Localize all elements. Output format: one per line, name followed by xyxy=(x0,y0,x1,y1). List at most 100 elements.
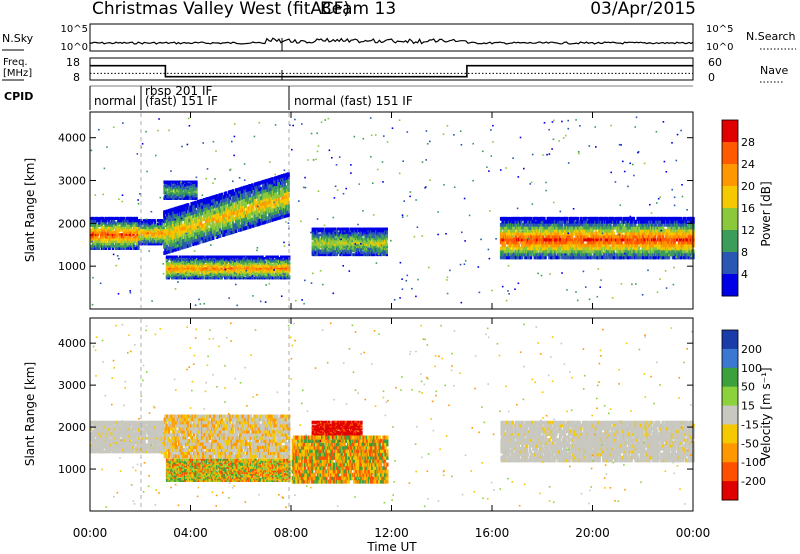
heatmap-cell xyxy=(197,203,200,207)
heatmap-cell xyxy=(238,196,241,201)
heatmap-cell xyxy=(117,226,120,230)
heatmap-cell xyxy=(166,215,169,220)
heatmap-cell xyxy=(158,226,161,229)
heatmap-cell xyxy=(263,260,266,263)
heatmap-cell xyxy=(230,205,233,210)
heatmap-cell xyxy=(266,206,269,211)
heatmap-cell xyxy=(206,228,209,233)
heatmap-cell xyxy=(283,185,286,190)
heatmap-cell xyxy=(249,190,252,195)
heatmap-cell xyxy=(270,202,273,207)
heatmap-cell xyxy=(139,239,142,242)
heatmap-cell xyxy=(98,216,101,220)
heatmap-cell xyxy=(116,235,119,239)
heatmap-cell xyxy=(200,199,203,203)
heatmap-cell xyxy=(92,228,95,232)
heatmap-cell xyxy=(167,224,170,229)
heatmap-cell xyxy=(244,216,247,221)
heatmap-cell xyxy=(243,201,246,206)
heatmap-cell xyxy=(126,223,129,227)
heatmap-cell xyxy=(287,191,290,195)
heatmap-cell xyxy=(258,184,261,189)
heatmap-cell xyxy=(152,228,155,231)
heatmap-cell xyxy=(177,212,180,217)
heatmap-cell xyxy=(159,235,162,239)
heatmap-cell xyxy=(249,193,252,198)
heatmap-cell xyxy=(201,217,204,222)
heatmap-cell xyxy=(195,228,198,233)
heatmap-cell xyxy=(235,229,238,233)
heatmap-cell xyxy=(188,224,191,229)
heatmap-cell xyxy=(137,226,140,230)
heatmap-cell xyxy=(106,223,110,227)
heatmap-cell xyxy=(278,200,281,204)
heatmap-cell xyxy=(275,194,278,199)
heatmap-cell xyxy=(203,223,206,227)
heatmap-cell xyxy=(208,205,211,210)
heatmap-cell xyxy=(236,191,239,195)
heatmap-cell xyxy=(213,226,216,231)
heatmap-cell xyxy=(203,201,206,206)
heatmap-cell xyxy=(113,233,116,237)
heatmap-cell xyxy=(161,231,164,235)
heatmap-cell xyxy=(169,258,172,262)
cpid-label: CPID xyxy=(4,90,33,103)
nave-label: Nave xyxy=(760,64,788,77)
heatmap-cell xyxy=(273,179,277,184)
heatmap-cell xyxy=(258,200,261,204)
heatmap-cell xyxy=(96,242,99,246)
heatmap-cell xyxy=(114,228,118,232)
heatmap-cell xyxy=(120,226,124,230)
heatmap-cell xyxy=(161,219,164,222)
heatmap-cell xyxy=(159,224,163,228)
heatmap-cell xyxy=(204,216,207,221)
heatmap-cell xyxy=(176,225,179,229)
heatmap-cell xyxy=(212,233,215,237)
heatmap-cell xyxy=(120,228,124,232)
heatmap-cell xyxy=(153,219,156,222)
heatmap-cell xyxy=(273,188,277,193)
heatmap-cell xyxy=(230,202,233,207)
heatmap-cell xyxy=(145,240,148,244)
heatmap-cell xyxy=(156,222,160,226)
heatmap-cell xyxy=(124,237,127,241)
heatmap-cell xyxy=(139,229,143,233)
heatmap-cell xyxy=(124,233,127,237)
heatmap-cell xyxy=(283,192,286,197)
heatmap-cell xyxy=(117,244,120,248)
heatmap-cell xyxy=(163,213,166,218)
heatmap-cell xyxy=(130,240,134,244)
heatmap-cell xyxy=(152,237,155,240)
heatmap-cell xyxy=(201,201,204,206)
heatmap-cell xyxy=(201,204,204,209)
heatmap-cell xyxy=(105,221,108,225)
heatmap-cell xyxy=(222,201,225,206)
heatmap-cell xyxy=(148,229,151,233)
heatmap-cell xyxy=(252,201,255,206)
heatmap-cell xyxy=(114,230,118,234)
heatmap-cell xyxy=(273,214,277,218)
heatmap-cell xyxy=(192,220,195,225)
heatmap-cell xyxy=(132,223,135,227)
heatmap-cell xyxy=(212,207,215,212)
heatmap-cell xyxy=(194,222,197,227)
heatmap-cell xyxy=(166,212,169,217)
heatmap-cell xyxy=(206,212,209,217)
heatmap-cell xyxy=(102,242,105,246)
heatmap-cell xyxy=(285,197,288,202)
heatmap-cell xyxy=(124,221,127,225)
heatmap-cell xyxy=(223,232,226,237)
heatmap-cell xyxy=(113,237,116,241)
heatmap-cell xyxy=(236,219,239,224)
heatmap-cell xyxy=(232,211,235,215)
heatmap-cell xyxy=(145,222,148,226)
heatmap-cell xyxy=(180,211,183,216)
heatmap-cell xyxy=(268,187,271,192)
heatmap-cell xyxy=(130,237,134,241)
heatmap-cell xyxy=(113,226,116,230)
heatmap-cell xyxy=(258,206,261,211)
heatmap-cell xyxy=(161,228,164,231)
heatmap-cell xyxy=(120,221,123,225)
heatmap-cell xyxy=(243,226,246,231)
heatmap-cell xyxy=(175,222,178,227)
